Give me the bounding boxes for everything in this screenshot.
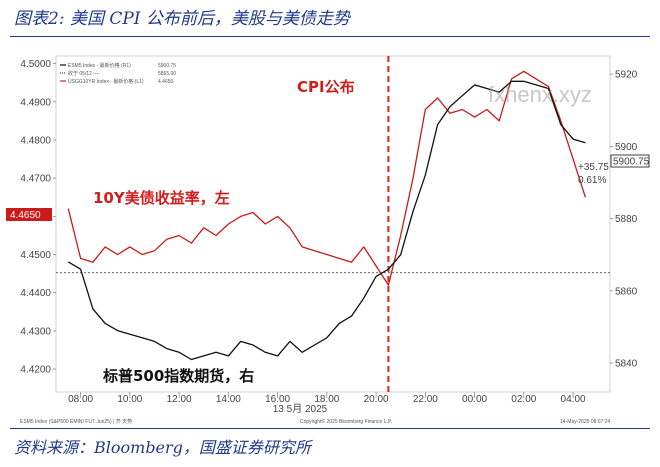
right-tick-label: 5880 <box>615 214 638 225</box>
right-tick-label: 5900 <box>615 142 638 153</box>
source-note: 资料来源：Bloomberg，国盛证券研究所 <box>14 438 311 457</box>
last-price-box-left <box>6 208 52 221</box>
left-tick-label: 4.4500 <box>20 250 51 261</box>
yield-series-line <box>67 70 587 286</box>
source-rule <box>10 428 650 429</box>
legend-value-close: 5865.00 <box>158 71 176 77</box>
title-rule <box>10 36 650 37</box>
left-tick-label: 4.4900 <box>20 97 51 108</box>
plot-frame <box>55 55 611 393</box>
x-tick-label: 04:00 <box>561 394 586 405</box>
x-tick-label: 10:00 <box>117 394 142 405</box>
bond-label: 10Y美债收益率，左 <box>93 189 230 207</box>
legend-value-esm5: 5900.75 <box>158 63 176 69</box>
legend-value-usgg10yr: 4.4650 <box>158 79 174 85</box>
equity-label: 标普500指数期货，右 <box>102 367 254 385</box>
x-tick-label: 20:00 <box>364 394 389 405</box>
x-tick-label: 08:00 <box>68 394 93 405</box>
left-tick-label: 4.5000 <box>20 59 51 70</box>
footnote-copyright: Copyright© 2025 Bloomberg Finance L.P. <box>300 418 392 425</box>
left-tick-label: 4.4800 <box>20 136 51 147</box>
x-tick-label: 18:00 <box>314 394 339 405</box>
x-axis-date-label: 13 5月 2025 <box>273 403 328 415</box>
last-price-tag-left: 4.4650 <box>6 208 52 221</box>
legend-label-close: 收于 05/12 ---- <box>68 70 100 77</box>
chart-area: 08:00 10:00 12:00 14:00 16:00 18:00 20:00 22:00… <box>6 55 650 425</box>
right-tick-label: 5920 <box>615 70 638 81</box>
watermark: fxhenx.xyz <box>488 82 592 107</box>
change-value: +35.75 <box>578 162 609 173</box>
left-tick-label: 4.4200 <box>20 365 51 376</box>
right-tick-label: 5860 <box>615 286 638 297</box>
x-tick-label: 00:00 <box>462 394 487 405</box>
left-tick-label: 4.4300 <box>20 326 51 337</box>
last-price-tag-right: 5900.75 <box>610 154 650 168</box>
legend: ESM5 Index - 最新价格 (R1) 5900.75 收于 05/12 … <box>60 62 176 85</box>
last-price-box-right <box>610 154 650 168</box>
legend-label-esm5: ESM5 Index - 最新价格 (R1) <box>68 62 131 69</box>
x-tick-label: 02:00 <box>511 394 536 405</box>
left-tick-label: 4.4400 <box>20 288 51 299</box>
last-price-left: 4.4650 <box>10 210 41 221</box>
figure-title: 图表2: 美国 CPI 公布前后，美股与美债走势 <box>14 9 350 29</box>
cpi-label: CPI公布 <box>297 78 355 96</box>
x-tick-label: 22:00 <box>413 394 438 405</box>
change-percent: 0.61% <box>578 175 606 186</box>
futures-series-line <box>67 80 586 361</box>
left-tick-label: 4.4700 <box>20 174 51 185</box>
right-tick-label: 5840 <box>615 359 638 370</box>
last-price-right: 5900.75 <box>613 157 650 168</box>
x-tick-label: 14:00 <box>216 394 241 405</box>
legend-label-usgg10yr: USGG10YR Index - 最新价格 (L1) <box>68 78 144 85</box>
x-tick-label: 12:00 <box>167 394 192 405</box>
x-tick-label: 16:00 <box>265 394 290 405</box>
footnote-timestamp: 14-May-2025 08:07:24 <box>560 419 611 425</box>
footnote-left: ESM5 Index (S&P500 EMINI FUT Jun25) | 芥 … <box>20 418 132 425</box>
